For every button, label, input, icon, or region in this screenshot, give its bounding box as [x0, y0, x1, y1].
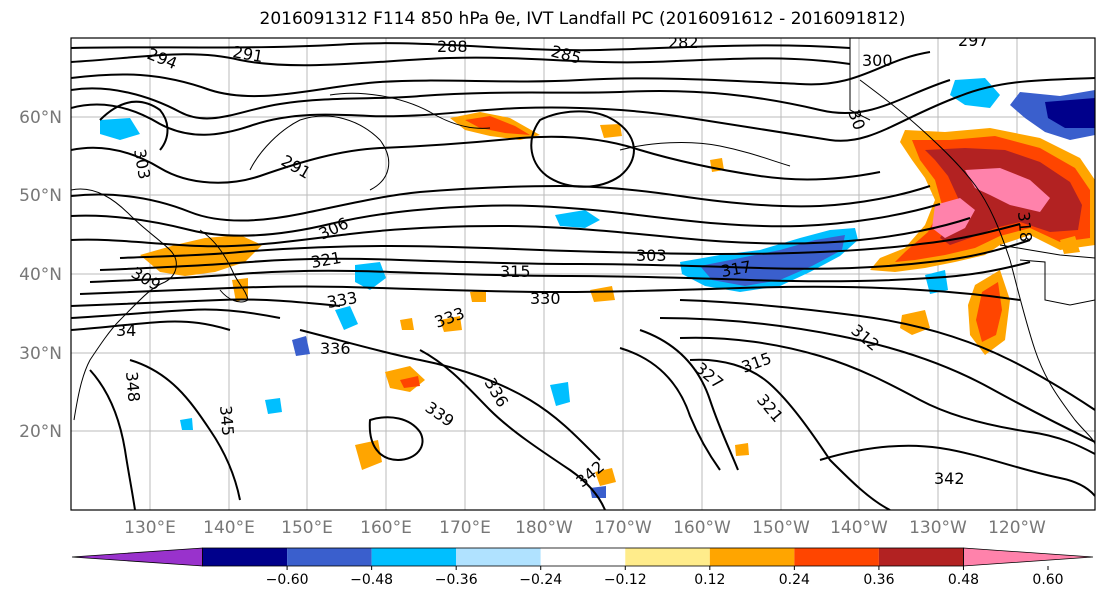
coastlines — [71, 38, 1095, 446]
lon-label: 180°W — [515, 518, 573, 538]
colorbar-tick-label: 0.12 — [694, 572, 725, 588]
colorbar-swatch — [202, 548, 288, 566]
lat-label-20n: 20°N — [19, 422, 62, 442]
contour-label: 34 — [116, 321, 136, 340]
contour-label: 348 — [122, 371, 144, 403]
colorbar-tick-label: 0.36 — [863, 572, 894, 588]
lon-label: 170°E — [439, 518, 491, 538]
colorbar-tick-label: −0.36 — [435, 572, 478, 588]
lon-label: 130°W — [909, 518, 967, 538]
colorbar-tick-label: −0.12 — [604, 572, 647, 588]
theta-e-contours — [71, 42, 1095, 510]
colorbar-frame — [202, 547, 964, 567]
colorbar-tick-label: 0.48 — [948, 572, 979, 588]
lat-label-60n: 60°N — [19, 108, 62, 128]
lon-label: 130°E — [124, 518, 176, 538]
contour-label: 282 — [668, 33, 699, 52]
contour-label: 330 — [530, 289, 561, 308]
lon-label: 160°E — [360, 518, 412, 538]
lon-label: 140°E — [203, 518, 255, 538]
colorbar-tick-label: 0.24 — [779, 572, 810, 588]
colorbar-swatch — [878, 548, 964, 566]
lon-label: 170°W — [594, 518, 652, 538]
contour-label: 288 — [437, 37, 468, 56]
lat-labels: 60°N 50°N 40°N 30°N 20°N — [19, 108, 62, 442]
lat-label-50n: 50°N — [19, 186, 62, 206]
colorbar: −0.60 −0.48 −0.36 −0.24 −0.12 0.12 0.24 0.36 0.4… — [71, 547, 1094, 588]
lon-label: 120°W — [988, 518, 1046, 538]
colorbar-tick-label: 0.60 — [1032, 572, 1063, 588]
colorbar-swatch — [287, 548, 372, 566]
map-frame — [70, 37, 1096, 511]
lon-labels: 130°E 140°E 150°E 160°E 170°E 180°W 170°… — [124, 518, 1046, 538]
lat-label-40n: 40°N — [19, 265, 62, 285]
contour-label: 297 — [958, 31, 989, 50]
lon-label: 150°E — [281, 518, 333, 538]
colorbar-swatch — [456, 548, 541, 566]
contour-label: 315 — [500, 262, 531, 281]
colorbar-swatch — [709, 548, 795, 566]
lon-label: 140°W — [830, 518, 888, 538]
contour-label: 300 — [862, 51, 893, 70]
lat-label-30n: 30°N — [19, 344, 62, 364]
colorbar-swatch — [540, 548, 626, 566]
colorbar-tick-label: −0.48 — [350, 572, 393, 588]
contour-label: 303 — [636, 246, 667, 265]
contour-label: 336 — [320, 339, 351, 358]
contour-label: 342 — [934, 469, 965, 488]
colorbar-swatch — [625, 548, 710, 566]
colorbar-swatch — [371, 548, 457, 566]
colorbar-tick-label: −0.24 — [519, 572, 562, 588]
lon-label: 150°W — [752, 518, 810, 538]
contour-label: 345 — [216, 405, 238, 437]
colorbar-extend-low — [71, 547, 203, 567]
colorbar-swatch — [794, 548, 879, 566]
lon-label: 160°W — [673, 518, 731, 538]
colorbar-tick-label: −0.60 — [266, 572, 309, 588]
chart-title: 2016091312 F114 850 hPa θe, IVT Landfall… — [259, 9, 906, 29]
contour-label: 318 — [1014, 211, 1036, 243]
colorbar-extend-high — [963, 547, 1094, 567]
